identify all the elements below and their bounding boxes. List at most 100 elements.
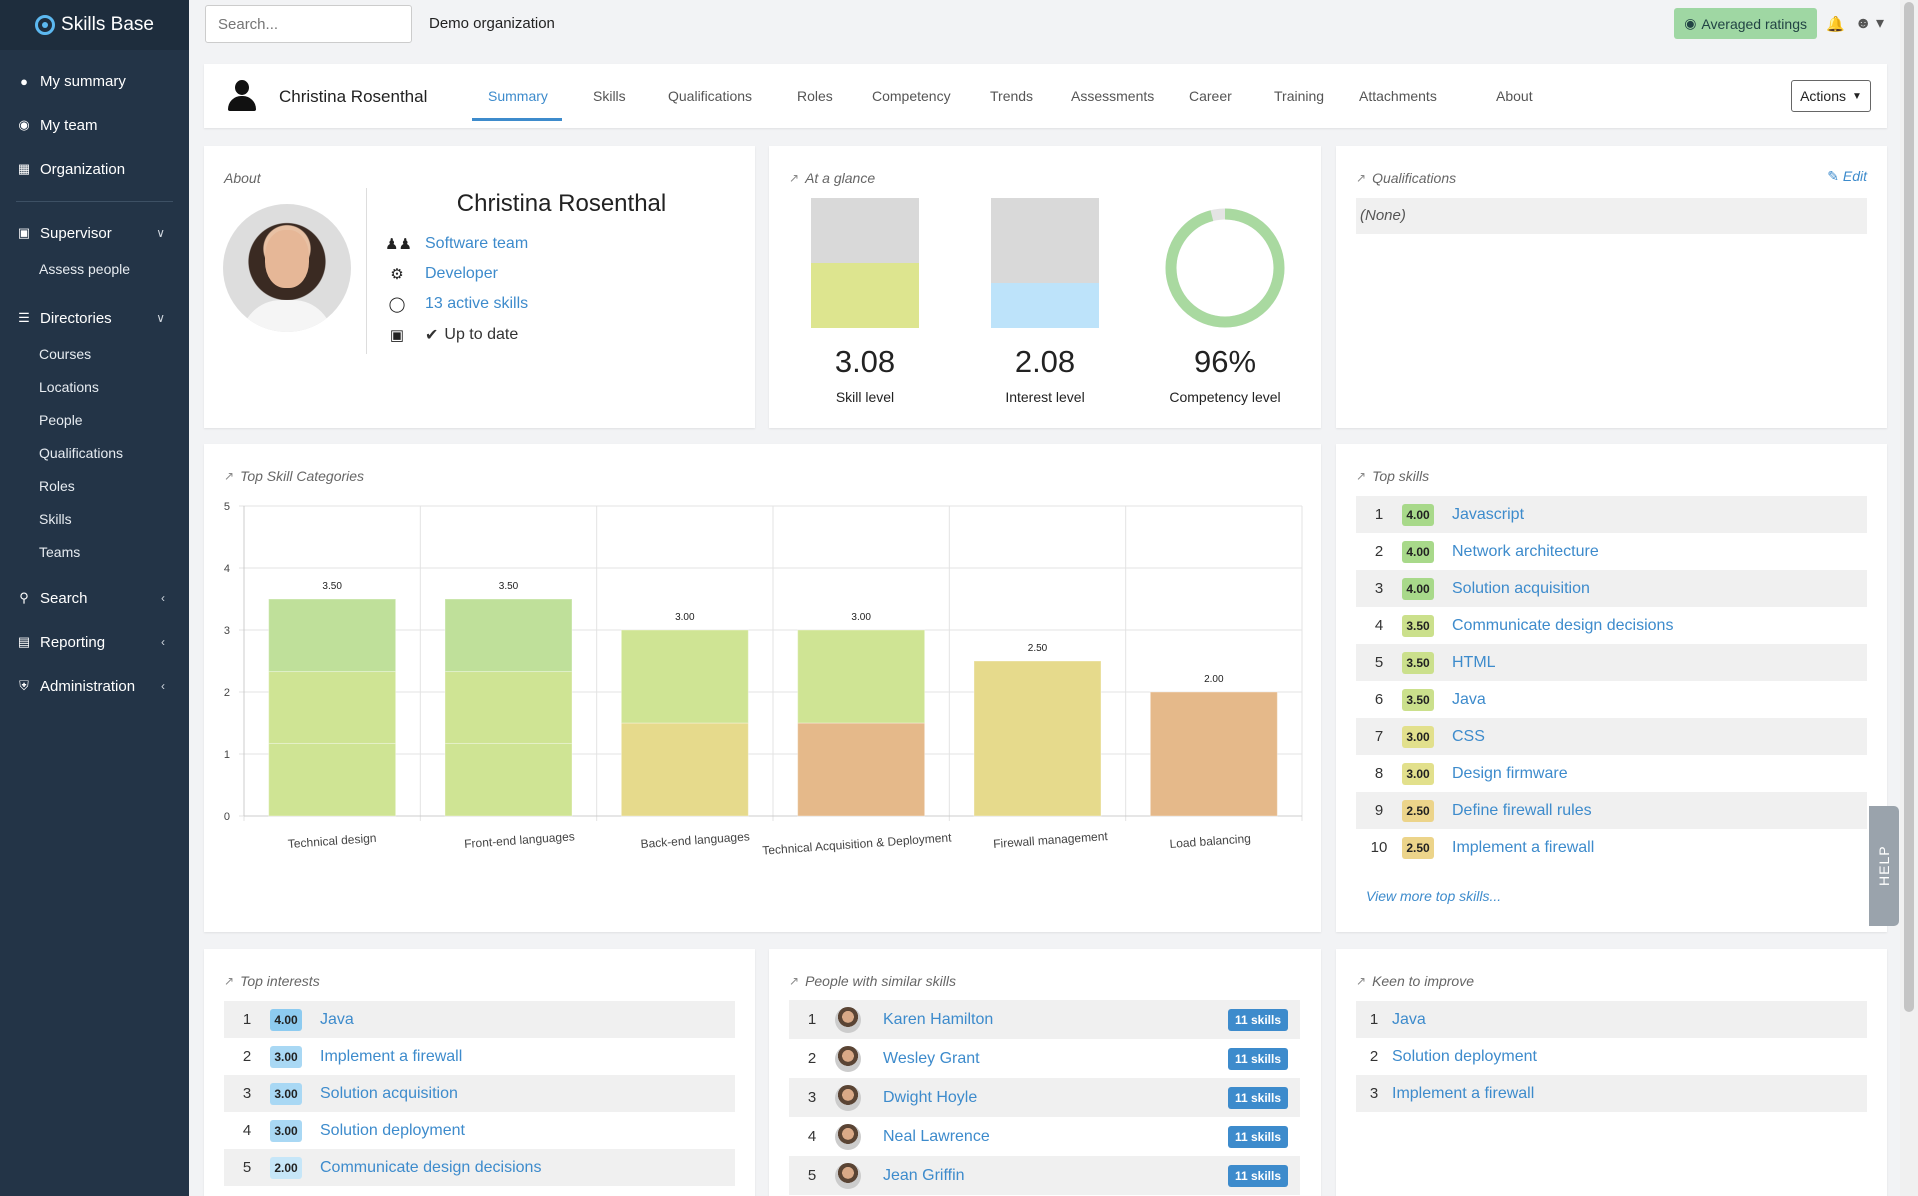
interest-link[interactable]: Implement a firewall: [320, 1047, 463, 1065]
skill-link[interactable]: Communicate design decisions: [1452, 616, 1674, 634]
card-title: About: [224, 170, 261, 186]
external-link-icon[interactable]: ↗: [1356, 974, 1367, 988]
list-item[interactable]: 1 Karen Hamilton 11 skills: [789, 1000, 1300, 1039]
external-link-icon[interactable]: ↗: [1356, 469, 1367, 483]
team-link[interactable]: Software team: [425, 235, 529, 252]
interest-link[interactable]: Java: [320, 1010, 354, 1028]
sidebar-item-administration[interactable]: ⛨ Administration ‹: [0, 664, 189, 708]
external-link-icon[interactable]: ↗: [1356, 171, 1367, 185]
list-item[interactable]: 3 4.00 Solution acquisition: [1356, 570, 1867, 607]
tab-roles[interactable]: Roles: [797, 88, 833, 104]
tab-assessments[interactable]: Assessments: [1071, 88, 1155, 104]
skill-categories-chart: 0 1 2 3 4 5 3.50 Technical design 3.50 Front-end …: [224, 501, 1303, 858]
tab-summary[interactable]: Summary: [488, 88, 548, 104]
tab-attachments[interactable]: Attachments: [1359, 88, 1437, 104]
skill-link[interactable]: Solution deployment: [1392, 1047, 1537, 1065]
external-link-icon[interactable]: ↗: [789, 171, 800, 185]
tab-qualifications[interactable]: Qualifications: [668, 88, 753, 104]
interest-link[interactable]: Solution acquisition: [320, 1084, 458, 1102]
list-item[interactable]: 2 3.00 Implement a firewall: [224, 1038, 735, 1075]
sidebar-item-my-team[interactable]: ◉ My team: [0, 103, 189, 147]
tab-career[interactable]: Career: [1189, 88, 1232, 104]
external-link-icon[interactable]: ↗: [224, 469, 235, 483]
list-item[interactable]: 10 2.50 Implement a firewall: [1356, 829, 1867, 866]
sidebar-item-courses[interactable]: Courses: [39, 345, 92, 362]
skill-link[interactable]: Solution acquisition: [1452, 579, 1590, 597]
skill-link[interactable]: Define firewall rules: [1452, 801, 1592, 819]
list-item[interactable]: 1 4.00 Javascript: [1356, 496, 1867, 533]
list-item[interactable]: 2 Wesley Grant 11 skills: [789, 1039, 1300, 1078]
bar-value-label: 2.50: [1028, 643, 1048, 654]
skill-link[interactable]: Network architecture: [1452, 542, 1599, 560]
list-item[interactable]: 5 2.00 Communicate design decisions: [224, 1149, 735, 1186]
external-link-icon[interactable]: ↗: [224, 974, 235, 988]
tab-training[interactable]: Training: [1274, 88, 1325, 104]
help-tab[interactable]: HELP: [1869, 806, 1899, 926]
bell-icon[interactable]: 🔔: [1826, 16, 1845, 33]
list-item[interactable]: 4 Neal Lawrence 11 skills: [789, 1117, 1300, 1156]
active-skills-link[interactable]: 13 active skills: [425, 295, 529, 312]
brand-logo[interactable]: Skills Base: [0, 0, 189, 50]
sidebar-item-skills[interactable]: Skills: [39, 510, 72, 527]
tab-trends[interactable]: Trends: [990, 88, 1034, 104]
tab-competency[interactable]: Competency: [872, 88, 951, 104]
person-link[interactable]: Neal Lawrence: [883, 1127, 990, 1145]
sidebar-item-my-summary[interactable]: ● My summary: [0, 59, 189, 103]
sidebar-item-roles[interactable]: Roles: [39, 477, 75, 494]
skill-link[interactable]: Javascript: [1452, 505, 1525, 523]
external-link-icon[interactable]: ↗: [789, 974, 800, 988]
averaged-ratings-button[interactable]: ◉ Averaged ratings: [1674, 8, 1817, 39]
sidebar-item-supervisor[interactable]: ▣ Supervisor ∨: [0, 214, 189, 252]
sidebar-item-assess-people[interactable]: Assess people: [39, 260, 131, 277]
list-item[interactable]: 5 3.50 HTML: [1356, 644, 1867, 681]
edit-qualifications-link[interactable]: ✎ Edit: [1827, 168, 1867, 185]
skill-link[interactable]: Java: [1452, 690, 1486, 708]
interest-link[interactable]: Communicate design decisions: [320, 1158, 542, 1176]
list-item[interactable]: 1 4.00 Java: [224, 1001, 735, 1038]
skill-link[interactable]: HTML: [1452, 653, 1496, 671]
person-link[interactable]: Wesley Grant: [883, 1049, 980, 1067]
list-item[interactable]: 6 3.50 Java: [1356, 681, 1867, 718]
role-link[interactable]: Developer: [425, 265, 498, 282]
tab-about[interactable]: About: [1496, 88, 1533, 104]
list-item[interactable]: 2 Solution deployment: [1356, 1038, 1867, 1075]
list-item[interactable]: 3 3.00 Solution acquisition: [224, 1075, 735, 1112]
skill-link[interactable]: Implement a firewall: [1452, 838, 1595, 856]
skills-count-badge: 11 skills: [1227, 1086, 1288, 1109]
user-menu-icon[interactable]: ☻ ▾: [1854, 15, 1884, 32]
list-item[interactable]: 5 Jean Griffin 11 skills: [789, 1156, 1300, 1195]
sidebar-item-qualifications[interactable]: Qualifications: [39, 444, 124, 461]
sidebar-item-reporting[interactable]: ▤ Reporting ‹: [0, 620, 189, 664]
globe-icon: ◉: [18, 117, 30, 132]
search-input[interactable]: [205, 5, 412, 43]
interest-link[interactable]: Solution deployment: [320, 1121, 465, 1139]
view-more-top-skills-link[interactable]: View more top skills...: [1366, 888, 1502, 904]
list-item[interactable]: 1 Java: [1356, 1001, 1867, 1038]
list-item[interactable]: 4 3.50 Communicate design decisions: [1356, 607, 1867, 644]
list-item[interactable]: 3 Implement a firewall: [1356, 1075, 1867, 1112]
list-item[interactable]: 2 4.00 Network architecture: [1356, 533, 1867, 570]
person-link[interactable]: Dwight Hoyle: [883, 1088, 978, 1106]
top-interests-list: 1 4.00 Java 2 3.00 Implement a firewall 3 3.0…: [224, 1001, 735, 1186]
skill-link[interactable]: Design firmware: [1452, 764, 1568, 782]
tab-skills[interactable]: Skills: [593, 88, 626, 104]
list-item[interactable]: 3 Dwight Hoyle 11 skills: [789, 1078, 1300, 1117]
person-link[interactable]: Jean Griffin: [883, 1166, 965, 1184]
skill-link[interactable]: Java: [1392, 1010, 1426, 1028]
scrollbar[interactable]: [1900, 0, 1918, 1196]
sidebar-item-organization[interactable]: ▦ Organization: [0, 147, 189, 191]
sidebar-item-directories[interactable]: ☰ Directories ∨: [0, 299, 189, 337]
skill-link[interactable]: Implement a firewall: [1392, 1084, 1535, 1102]
person-link[interactable]: Karen Hamilton: [883, 1010, 994, 1028]
list-item[interactable]: 4 3.00 Solution deployment: [224, 1112, 735, 1149]
actions-button[interactable]: Actions ▼: [1791, 80, 1871, 112]
list-item[interactable]: 8 3.00 Design firmware: [1356, 755, 1867, 792]
list-item[interactable]: 9 2.50 Define firewall rules: [1356, 792, 1867, 829]
sidebar-item-search[interactable]: ⚲ Search ‹: [0, 576, 189, 620]
sidebar-item-people[interactable]: People: [39, 411, 83, 428]
list-item[interactable]: 7 3.00 CSS: [1356, 718, 1867, 755]
skill-link[interactable]: CSS: [1452, 727, 1485, 745]
scrollbar-thumb[interactable]: [1904, 2, 1914, 1012]
sidebar-item-locations[interactable]: Locations: [39, 378, 99, 395]
sidebar-item-teams[interactable]: Teams: [39, 543, 81, 560]
